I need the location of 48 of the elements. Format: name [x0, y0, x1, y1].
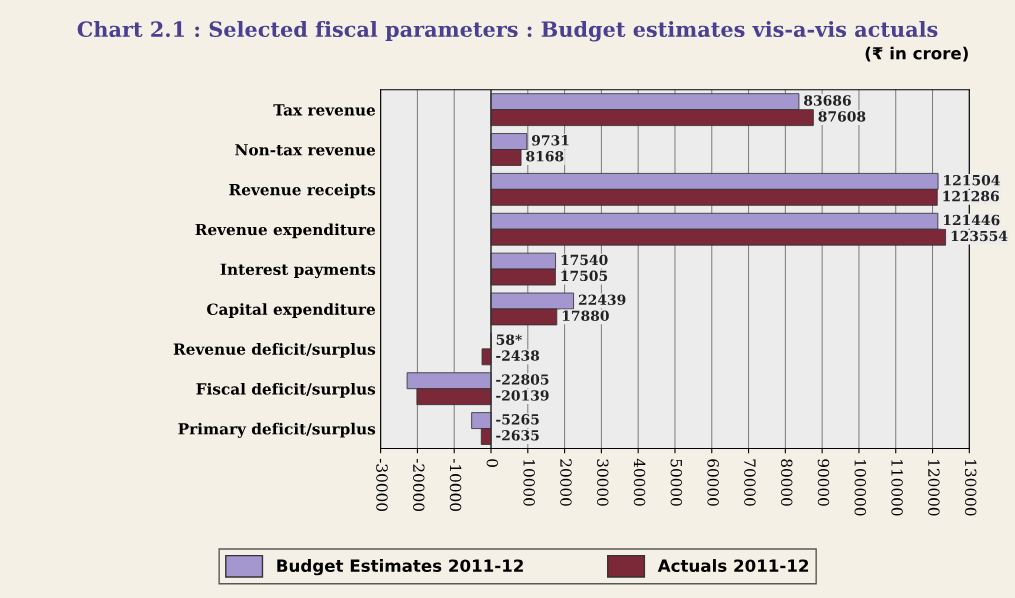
x-tick-label: 110000: [891, 460, 903, 516]
x-tick-label: 40000: [633, 458, 646, 506]
data-label: 123554: [951, 230, 1008, 242]
data-label: 17540: [561, 254, 608, 266]
x-tick-label: 60000: [707, 459, 719, 506]
x-tick-label: 100000: [854, 460, 867, 516]
data-label: 83686: [804, 95, 851, 106]
y-tick-label: Primary deficit/surplus: [178, 422, 376, 438]
x-tick-label: 30000: [596, 459, 609, 506]
x-tick-label: 130000: [964, 460, 977, 516]
data-label: -2438: [496, 350, 540, 361]
y-tick-label: Non-tax revenue: [235, 144, 376, 156]
chart-subtitle: (₹ in crore): [865, 46, 968, 62]
data-label: -20139: [496, 390, 549, 401]
data-label: 8168: [526, 151, 564, 162]
y-tick-label: Interest payments: [220, 263, 376, 279]
x-tick-label: 20000: [560, 459, 572, 506]
x-tick-label: 50000: [670, 459, 683, 506]
y-tick-label: Tax revenue: [273, 104, 376, 116]
data-label: -2635: [496, 430, 539, 441]
chart-title: Chart 2.1 : Selected fiscal parameters : Budget estimates vis-a-vis actuals: [77, 20, 938, 42]
data-label: -5265: [496, 414, 539, 425]
data-label: 58*: [496, 334, 522, 345]
x-tick-label: 120000: [928, 460, 940, 516]
data-label: 9731: [531, 135, 569, 146]
x-tick-label: 0: [486, 459, 499, 467]
x-tick-label: 10000: [523, 460, 535, 506]
x-tick-label: 90000: [817, 459, 830, 506]
data-label: 121504: [944, 174, 1000, 186]
data-label: 17505: [561, 270, 608, 282]
legend-label: Actuals 2011-12: [657, 559, 809, 573]
x-tick-label: -20000: [412, 458, 425, 511]
data-label: 87608: [818, 111, 866, 122]
legend-label: Budget Estimates 2011-12: [277, 559, 523, 576]
x-tick-label: 70000: [744, 459, 756, 506]
y-tick-label: Revenue receipts: [229, 183, 376, 199]
x-tick-label: -10000: [449, 458, 462, 511]
data-label: 22439: [578, 294, 626, 306]
data-label: 121446: [943, 214, 1000, 226]
y-tick-label: Revenue deficit/surplus: [173, 343, 376, 358]
y-tick-label: Fiscal deficit/surplus: [196, 382, 376, 398]
data-label: 121286: [943, 190, 999, 202]
y-tick-label: Revenue expenditure: [195, 223, 376, 239]
data-label: 17880: [562, 310, 609, 321]
y-tick-label: Capital expenditure: [207, 303, 376, 318]
x-tick-label: -30000: [376, 458, 388, 511]
x-tick-label: 80000: [780, 459, 793, 506]
data-label: -22805: [496, 374, 549, 385]
